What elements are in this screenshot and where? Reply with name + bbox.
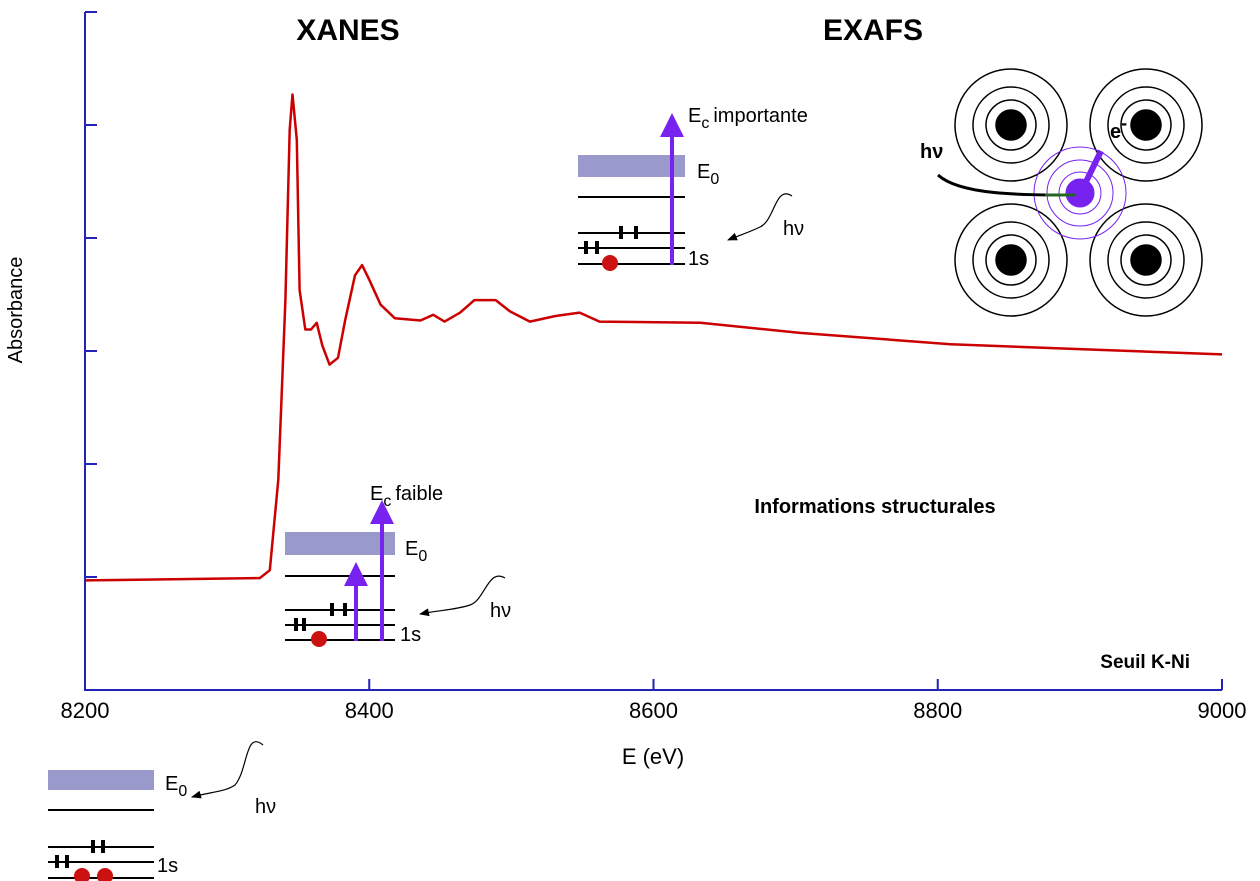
axes [84,11,1223,691]
energy-diagram: E0 Ec importante 1s hν [578,105,808,271]
scattering-diagram [936,68,1203,317]
level-label: 1s [157,855,178,877]
energy-label: Ec faible [370,483,443,510]
photon-label: hν [783,218,804,240]
level-label: 1s [688,248,709,270]
annotation: Seuil K-Ni [1100,652,1190,673]
annotation: Informations structurales [754,496,995,518]
x-tick-label: 8600 [629,698,678,723]
energy-diagram: E0 Ec faible 1s hν [285,483,511,647]
photon-label: hν [490,600,511,622]
photon-label: hν [255,796,276,818]
y-axis-label: Absorbance [5,257,27,364]
energy-label: E0 [165,773,187,800]
x-tick-label: 8200 [61,698,110,723]
energy-label: E0 [697,161,719,188]
x-tick-label: 9000 [1198,698,1247,723]
region-label: XANES [296,14,399,47]
energy-diagram: E0 1s hν [48,741,276,881]
spectrum-line [84,93,1223,582]
region-label: EXAFS [823,14,923,47]
photon-label: hν [920,141,943,163]
level-label: 1s [400,624,421,646]
x-tick-label: 8800 [913,698,962,723]
electron-label: e- [1110,113,1127,143]
energy-label: Ec importante [688,105,808,132]
energy-label: E0 [405,538,427,565]
x-axis-label: E (eV) [622,744,684,769]
x-tick-label: 8400 [345,698,394,723]
